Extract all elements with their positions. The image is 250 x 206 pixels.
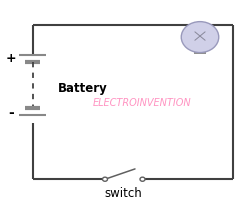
Circle shape (140, 177, 145, 181)
Circle shape (181, 22, 219, 53)
Bar (194, 25, 206, 54)
Text: Battery: Battery (58, 82, 107, 95)
Text: ELECTROINVENTION: ELECTROINVENTION (93, 98, 192, 108)
Circle shape (102, 177, 108, 181)
Text: switch: switch (105, 187, 142, 200)
Text: -: - (8, 106, 14, 120)
Text: +: + (6, 52, 16, 65)
